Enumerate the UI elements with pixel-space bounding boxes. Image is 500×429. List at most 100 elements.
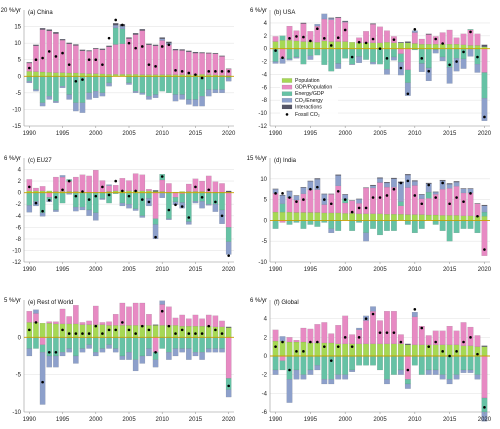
bar-segment — [418, 198, 425, 215]
bar-segment — [363, 213, 369, 221]
fossil-co2-point — [469, 336, 472, 339]
bar-segment — [279, 58, 286, 64]
bar-segment — [481, 216, 488, 221]
bar-segment — [59, 76, 66, 87]
bar-segment — [126, 180, 132, 192]
y-tick-label: -4 — [262, 391, 268, 397]
y-tick-label: -6 — [262, 410, 268, 416]
legend-swatch — [281, 78, 293, 83]
bar-segment — [166, 306, 172, 326]
fossil-co2-point — [392, 38, 396, 41]
bar-segment — [342, 20, 349, 22]
bar-segment — [391, 56, 397, 61]
fossil-co2-point — [288, 368, 291, 372]
bar-segment — [363, 232, 369, 242]
bar-segment — [425, 34, 432, 45]
bar-segment — [425, 67, 432, 82]
bar-segment — [370, 311, 376, 344]
fossil-co2-point — [378, 196, 382, 199]
x-tick-label: 1990 — [23, 417, 37, 423]
bar-segment — [328, 18, 335, 20]
fossil-co2-point — [140, 198, 144, 201]
fossil-co2-point — [41, 380, 44, 384]
bar-segment — [384, 186, 390, 215]
bar-segment — [79, 337, 86, 349]
x-tick-label: 2015 — [443, 267, 457, 273]
bar-segment — [53, 72, 59, 77]
bar-segment — [199, 337, 205, 353]
bar-segment — [59, 175, 66, 178]
bar-segment — [166, 218, 172, 220]
bar-segment — [132, 208, 139, 211]
y-tick-label: -15 — [12, 124, 21, 130]
bar-segment — [186, 183, 192, 192]
fossil-co2-point — [274, 345, 277, 348]
bar-segment — [152, 224, 159, 240]
bar-segment — [467, 45, 474, 49]
fossil-co2-point — [114, 328, 118, 332]
x-tick-label: 2015 — [189, 417, 203, 423]
bar-segment — [404, 383, 411, 389]
bar-segment — [152, 337, 159, 353]
fossil-co2-point — [336, 345, 340, 348]
bar-segment — [370, 42, 376, 49]
bar-segment — [300, 48, 307, 65]
bar-segment — [377, 355, 383, 371]
bar-segment — [293, 40, 300, 49]
bar-segment — [119, 28, 126, 44]
bar-segment — [404, 379, 411, 385]
bar-segment — [328, 19, 335, 42]
bar-segment — [356, 199, 363, 204]
fossil-co2-point — [302, 35, 305, 39]
bar-segment — [199, 96, 205, 107]
bar-segment — [106, 82, 112, 87]
bar-segment — [33, 313, 39, 323]
bar-segment — [314, 48, 321, 56]
bar-segment — [146, 348, 152, 357]
bar-segment — [112, 25, 119, 29]
fossil-co2-point — [207, 324, 211, 328]
bar-segment — [481, 355, 488, 399]
x-tick-label: 2000 — [89, 131, 103, 137]
bar-segment — [99, 76, 106, 93]
bar-segment — [132, 173, 139, 192]
bar-segment — [272, 220, 279, 229]
bar-segment — [205, 326, 212, 338]
bar-segment — [119, 202, 126, 207]
bar-segment — [272, 193, 279, 213]
bar-segment — [212, 348, 219, 353]
fossil-co2-point — [357, 336, 361, 339]
bar-segment — [92, 212, 99, 221]
fossil-co2-point — [469, 192, 472, 195]
bar-segment — [314, 178, 321, 180]
bar-segment — [86, 344, 92, 349]
fossil-co2-point — [180, 328, 184, 332]
bar-segment — [425, 335, 432, 345]
y-tick-label: -2 — [262, 60, 268, 66]
bar-segment — [59, 72, 66, 77]
fossil-co2-point — [34, 321, 38, 324]
fossil-co2-point — [441, 350, 444, 353]
bar-segment — [411, 43, 418, 49]
fossil-co2-point — [81, 78, 84, 81]
bar-segment — [481, 345, 488, 347]
bar-segment — [349, 369, 356, 372]
fossil-co2-point — [174, 69, 177, 72]
bar-segment — [404, 82, 411, 96]
x-tick-label: 2015 — [443, 417, 457, 423]
bar-segment — [460, 44, 467, 49]
bar-segment — [225, 389, 232, 398]
bar-segment — [39, 186, 46, 192]
bar-segment — [33, 192, 39, 202]
bar-segment — [139, 192, 146, 216]
bar-segment — [39, 323, 46, 338]
bar-segment — [39, 212, 46, 217]
bar-segment — [314, 42, 321, 49]
bar-segment — [460, 355, 467, 371]
bar-segment — [474, 45, 481, 49]
bar-segment — [335, 16, 342, 18]
bar-segment — [86, 50, 92, 52]
bar-segment — [73, 176, 79, 192]
bar-segment — [432, 214, 439, 221]
